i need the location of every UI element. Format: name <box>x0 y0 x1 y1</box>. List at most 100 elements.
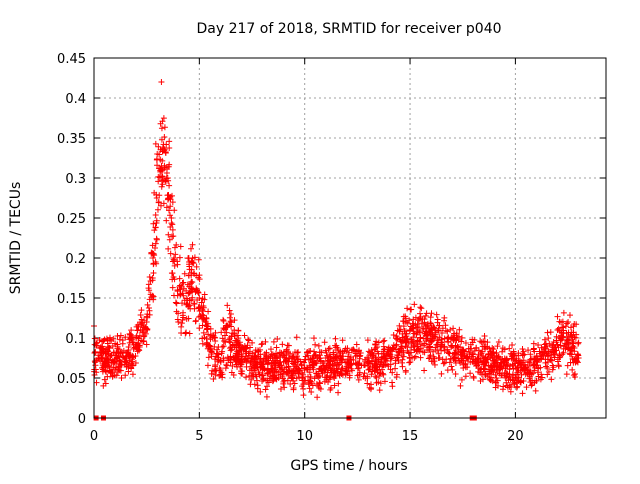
data-point <box>355 376 362 383</box>
data-point <box>294 368 301 375</box>
data-point <box>417 304 424 311</box>
data-point <box>481 338 488 345</box>
data-point <box>163 217 170 224</box>
data-point <box>477 357 484 364</box>
data-point <box>375 339 382 346</box>
data-point <box>506 381 513 388</box>
data-point <box>155 199 162 206</box>
data-point <box>231 341 238 348</box>
data-point <box>427 352 434 359</box>
data-point <box>555 344 562 351</box>
data-point <box>325 346 332 353</box>
data-point <box>436 354 443 361</box>
data-point <box>119 340 126 347</box>
data-point <box>191 270 198 277</box>
data-point <box>507 350 514 357</box>
data-point <box>449 366 456 373</box>
data-point <box>204 362 211 369</box>
data-point <box>496 364 503 371</box>
data-point <box>382 355 389 362</box>
data-point <box>568 332 575 339</box>
data-point <box>122 372 129 379</box>
data-point <box>242 355 249 362</box>
data-point <box>399 330 406 337</box>
data-point <box>560 349 567 356</box>
data-point <box>360 373 367 380</box>
data-point <box>364 359 371 366</box>
data-point <box>195 256 202 263</box>
data-point <box>432 327 439 334</box>
data-point <box>399 344 406 351</box>
data-point <box>187 245 194 252</box>
data-point <box>277 386 284 393</box>
data-point <box>533 352 540 359</box>
data-point <box>331 382 338 389</box>
data-point <box>194 289 201 296</box>
data-point <box>275 374 282 381</box>
data-point <box>171 244 178 251</box>
data-point <box>174 287 181 294</box>
data-point <box>243 363 250 370</box>
data-point <box>132 359 139 366</box>
data-point <box>518 363 525 370</box>
data-point <box>140 323 147 330</box>
data-point <box>195 289 202 296</box>
data-point <box>159 157 166 164</box>
data-point <box>390 344 397 351</box>
data-point <box>220 338 227 345</box>
data-point <box>93 379 100 386</box>
data-point <box>199 340 206 347</box>
data-point <box>367 366 374 373</box>
data-point <box>334 359 341 366</box>
data-point <box>143 341 150 348</box>
data-point <box>574 359 581 366</box>
data-point <box>100 358 107 365</box>
data-point <box>269 365 276 372</box>
data-point <box>202 318 209 325</box>
data-point <box>356 347 363 354</box>
data-point <box>422 312 429 319</box>
data-point <box>233 354 240 361</box>
data-point <box>179 300 186 307</box>
data-point <box>279 365 286 372</box>
data-point <box>212 363 219 370</box>
data-point <box>205 354 212 361</box>
data-point <box>342 345 349 352</box>
data-point <box>103 346 110 353</box>
data-point <box>316 380 323 387</box>
data-point <box>243 350 250 357</box>
data-point <box>214 350 221 357</box>
data-point <box>477 378 484 385</box>
data-point <box>503 379 510 386</box>
data-point <box>514 383 521 390</box>
data-point <box>421 340 428 347</box>
data-point <box>553 333 560 340</box>
data-point <box>254 353 261 360</box>
data-point <box>460 364 467 371</box>
data-point <box>438 370 445 377</box>
data-point <box>159 145 166 152</box>
data-point <box>262 338 269 345</box>
data-point <box>568 351 575 358</box>
data-point <box>566 312 573 319</box>
data-point <box>347 357 354 364</box>
data-point <box>224 362 231 369</box>
data-point <box>313 380 320 387</box>
data-point <box>469 351 476 358</box>
data-point <box>286 368 293 375</box>
data-point <box>395 358 402 365</box>
data-point <box>274 335 281 342</box>
data-point <box>209 333 216 340</box>
data-point <box>544 329 551 336</box>
data-point <box>564 362 571 369</box>
data-point <box>389 383 396 390</box>
data-point <box>445 349 452 356</box>
data-point <box>361 370 368 377</box>
data-point <box>228 346 235 353</box>
data-point <box>381 337 388 344</box>
data-point <box>316 384 323 391</box>
data-point <box>255 369 262 376</box>
data-point <box>327 358 334 365</box>
data-point <box>435 327 442 334</box>
data-point <box>509 341 516 348</box>
